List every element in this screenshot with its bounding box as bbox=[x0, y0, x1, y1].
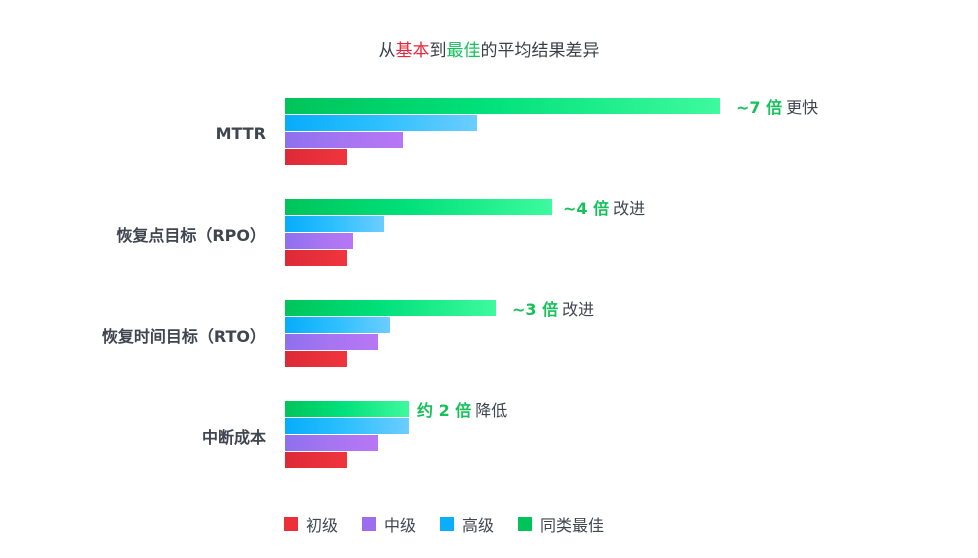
bar-intermediate bbox=[285, 334, 378, 350]
bar-intermediate bbox=[285, 132, 403, 148]
bar-best-in-class bbox=[285, 199, 552, 215]
title-prefix: 从 bbox=[378, 41, 396, 61]
annotation: 约 2 倍降低 bbox=[417, 397, 507, 421]
bar-beginner bbox=[285, 149, 347, 165]
bar-group-rpo: 恢复点目标（RPO） ~4 倍改进 bbox=[0, 199, 978, 269]
bar-intermediate bbox=[285, 233, 353, 249]
bar-advanced bbox=[285, 317, 390, 333]
legend-label: 同类最佳 bbox=[540, 516, 605, 535]
bar-group-outage-cost: 中断成本 约 2 倍降低 bbox=[0, 401, 978, 471]
bar-advanced bbox=[285, 115, 477, 131]
category-label: 中断成本 bbox=[201, 428, 266, 447]
bar-group-mttr: MTTR ~7 倍更快 bbox=[0, 98, 978, 168]
annotation: ~7 倍更快 bbox=[736, 94, 818, 118]
category-label: 恢复时间目标（RTO） bbox=[101, 327, 266, 346]
title-highlight-best: 最佳 bbox=[446, 41, 481, 61]
legend: 初级 中级 高级 同类最佳 bbox=[284, 512, 604, 536]
annotation-text: 降低 bbox=[475, 401, 508, 420]
legend-swatch-green bbox=[518, 517, 533, 531]
annotation-number: ~7 倍 bbox=[736, 98, 783, 117]
annotation-text: 更快 bbox=[786, 98, 819, 117]
legend-label: 高级 bbox=[462, 516, 495, 535]
annotation: ~4 倍改进 bbox=[563, 195, 645, 219]
annotation-text: 改进 bbox=[562, 300, 595, 319]
bar-intermediate bbox=[285, 435, 378, 451]
annotation-text: 改进 bbox=[613, 199, 646, 218]
category-label: 恢复点目标（RPO） bbox=[116, 226, 266, 245]
annotation: ~3 倍改进 bbox=[512, 296, 594, 320]
title-suffix: 的平均结果差异 bbox=[480, 41, 600, 61]
bar-best-in-class bbox=[285, 401, 409, 417]
legend-item-beginner: 初级 bbox=[284, 512, 338, 536]
category-label: MTTR bbox=[215, 123, 266, 143]
chart-title: 从基本到最佳的平均结果差异 bbox=[0, 36, 978, 61]
bar-advanced bbox=[285, 216, 384, 232]
legend-swatch-blue bbox=[440, 517, 455, 531]
legend-swatch-purple bbox=[362, 517, 377, 531]
legend-label: 中级 bbox=[384, 516, 417, 535]
legend-item-advanced: 高级 bbox=[440, 512, 494, 536]
bar-advanced bbox=[285, 418, 409, 434]
title-middle: 到 bbox=[429, 41, 447, 61]
bar-beginner bbox=[285, 250, 347, 266]
legend-item-intermediate: 中级 bbox=[362, 512, 416, 536]
legend-swatch-red bbox=[284, 517, 298, 531]
bar-best-in-class bbox=[285, 98, 720, 114]
annotation-number: ~3 倍 bbox=[512, 300, 559, 319]
annotation-number: ~4 倍 bbox=[563, 199, 610, 218]
bar-beginner bbox=[285, 351, 347, 367]
annotation-number: 约 2 倍 bbox=[417, 401, 472, 420]
title-highlight-basic: 基本 bbox=[395, 41, 430, 61]
bar-group-rto: 恢复时间目标（RTO） ~3 倍改进 bbox=[0, 300, 978, 370]
legend-item-best-in-class: 同类最佳 bbox=[518, 512, 604, 536]
legend-label: 初级 bbox=[306, 516, 339, 535]
bar-best-in-class bbox=[285, 300, 496, 316]
bar-beginner bbox=[285, 452, 347, 468]
